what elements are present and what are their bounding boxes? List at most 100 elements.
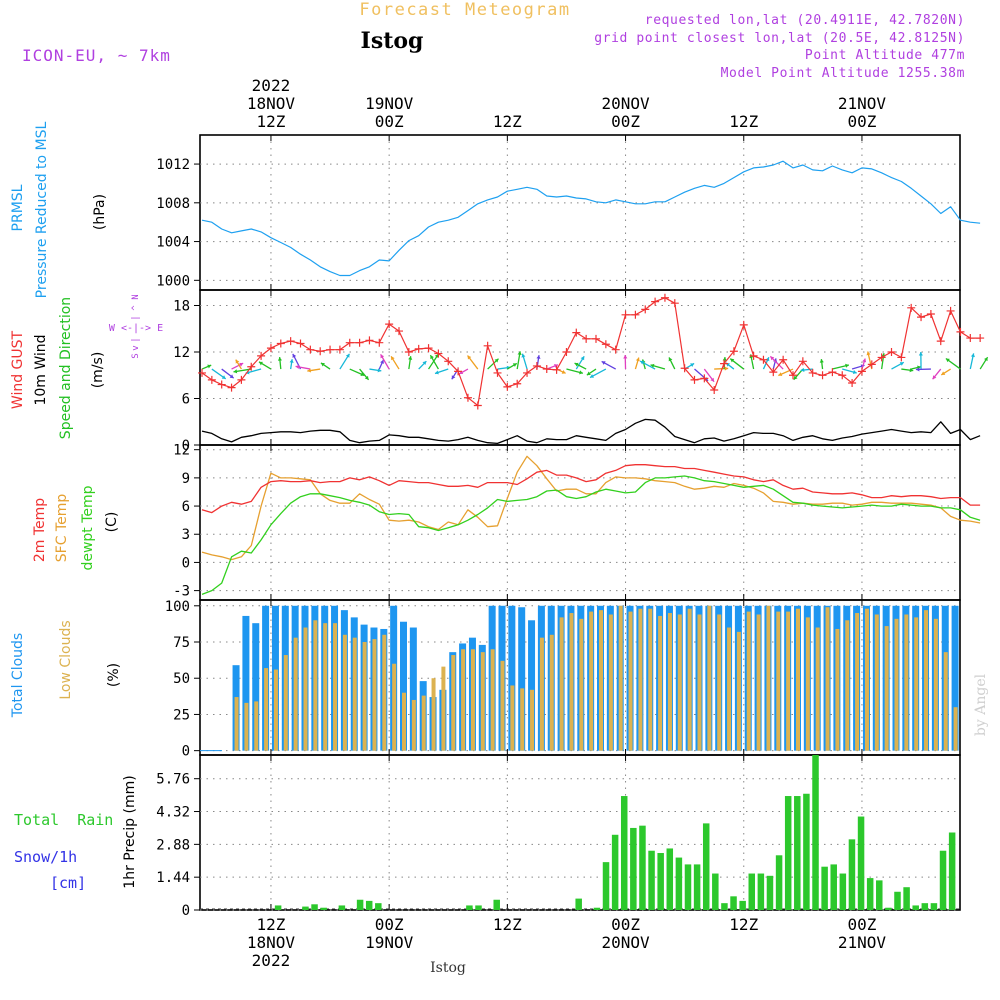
top-time-label: 21NOV — [838, 94, 887, 113]
low-clouds-bar — [234, 697, 239, 751]
sfc-label: SFC Temp — [54, 494, 70, 563]
gust-marker — [907, 303, 916, 312]
low-clouds-bar — [943, 652, 948, 751]
low-clouds-bar — [933, 618, 938, 751]
low-clouds-bar — [411, 699, 416, 751]
total-clouds-bar — [252, 623, 260, 751]
dewpt-line — [201, 475, 981, 596]
wind-arrowhead — [970, 353, 975, 358]
wind-arrowhead — [345, 353, 350, 358]
model-altitude: Model Point Altitude 1255.38m — [721, 66, 965, 81]
ytick-label: 100 — [165, 599, 190, 615]
precip-bar — [320, 907, 327, 910]
low-clouds-bar — [914, 617, 919, 751]
wind-arrowhead — [819, 359, 824, 363]
low-clouds-bar — [382, 634, 387, 751]
gust-marker — [395, 327, 403, 336]
wind-arrowhead — [320, 362, 325, 367]
gust-marker — [789, 371, 797, 380]
gust-marker — [247, 362, 256, 371]
wind-arrowhead — [909, 368, 914, 373]
wind-arrowhead — [623, 355, 628, 359]
precip-bar — [311, 904, 318, 910]
wind-arrowhead — [377, 368, 382, 373]
footer-location: Istog — [430, 960, 466, 976]
low-clouds-bar — [638, 608, 643, 751]
prmsl-line — [201, 160, 981, 277]
low-clouds-bar — [441, 666, 446, 751]
wind-arrowhead — [635, 357, 640, 362]
precip-bar — [775, 855, 783, 910]
wind-arrowhead — [307, 368, 312, 373]
gust-marker — [651, 297, 660, 306]
low-clouds-bar — [815, 627, 820, 751]
precip-bar — [602, 862, 610, 910]
total-clouds-bar — [518, 607, 526, 751]
wind-arrowhead — [932, 375, 937, 380]
ytick-label: 1012 — [156, 157, 190, 173]
ytick-label: 12 — [173, 443, 190, 459]
model-name: ICON-EU, ~ 7km — [22, 46, 171, 65]
wind-gust-label: Wind GUST — [10, 330, 26, 409]
precip-bar — [784, 796, 792, 910]
gust-marker — [552, 365, 561, 374]
precip-bar — [648, 850, 655, 910]
wind-arrowhead — [640, 360, 645, 365]
gust-marker — [385, 320, 394, 329]
gust-marker — [286, 337, 295, 346]
bottom-time-label: 19NOV — [365, 933, 414, 952]
wind-arrowhead — [561, 369, 566, 374]
requested-coords: requested lon,lat (20.4911E, 42.7820N) — [645, 13, 965, 28]
gust-marker — [611, 345, 620, 354]
precip-bar — [593, 907, 601, 910]
gust-marker — [513, 379, 522, 388]
precip-bar — [948, 832, 956, 910]
low-clouds-bar — [618, 605, 623, 751]
wind-arrowhead — [941, 371, 946, 375]
low-clouds-bar — [362, 642, 367, 751]
gust-marker — [345, 338, 354, 347]
low-clouds-bar — [855, 613, 860, 751]
gust-marker — [454, 367, 463, 376]
gust-marker — [316, 347, 325, 356]
wind-arrowhead — [800, 367, 805, 373]
top-time-label: 00Z — [375, 112, 404, 131]
panel-wind: 0 6 12 18 Wind GUST 10m Wind Speed and Dire… — [10, 289, 989, 454]
dewpt-label: dewpt Temp — [80, 485, 96, 570]
gust-marker — [227, 383, 236, 392]
gust-marker — [237, 375, 246, 384]
wind-arrowhead — [295, 364, 300, 369]
point-altitude: Point Altitude 477m — [805, 48, 965, 63]
low-clouds-bar — [421, 695, 426, 751]
gust-marker — [759, 355, 768, 364]
wind-arrowhead — [778, 372, 783, 377]
ytick-label: 18 — [173, 299, 190, 315]
low-clouds-bar — [756, 614, 761, 751]
low-clouds-bar — [480, 652, 485, 751]
gust-marker — [798, 357, 807, 366]
low-clouds-bar — [520, 688, 525, 751]
low-clouds-bar — [589, 611, 594, 751]
gust-marker — [700, 374, 709, 383]
total-clouds-label: Total Clouds — [10, 633, 26, 718]
low-clouds-bar — [273, 669, 278, 751]
gust-marker — [621, 310, 630, 319]
ytick-label: 5.76 — [156, 772, 190, 788]
low-clouds-bar — [352, 637, 357, 751]
precip-bar — [757, 873, 765, 910]
low-clouds-bar — [687, 608, 692, 751]
wind-arrowhead — [918, 352, 923, 356]
gust-marker — [217, 380, 226, 389]
wind-arrowhead — [451, 375, 456, 380]
clouds-unit: (%) — [106, 663, 122, 687]
bottom-time-label: 12Z — [493, 915, 522, 934]
low-clouds-bar — [953, 707, 958, 751]
gust-marker — [749, 351, 758, 360]
ytick-label: 0 — [182, 903, 190, 919]
precip-bar — [356, 899, 364, 910]
low-clouds-bar — [283, 655, 288, 751]
gust-marker — [572, 328, 581, 337]
gust-marker — [729, 347, 738, 356]
compass-north: N — [131, 294, 141, 299]
